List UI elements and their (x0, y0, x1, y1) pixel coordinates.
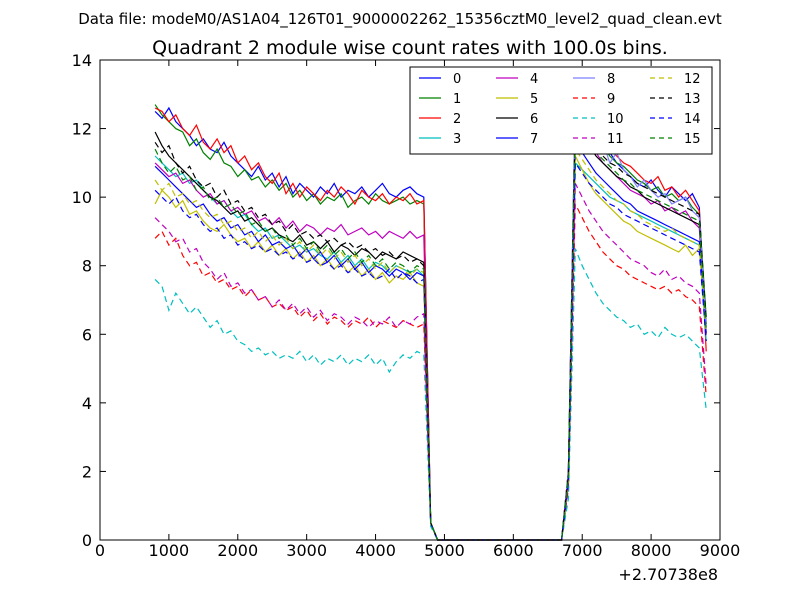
series-line-10 (154, 248, 707, 541)
x-tick-label: 6000 (493, 541, 534, 560)
y-tick-label: 0 (82, 531, 92, 550)
chart-title: Quadrant 2 module wise count rates with … (152, 37, 668, 59)
legend-label-14: 14 (684, 112, 701, 127)
x-tick-label: 0 (95, 541, 105, 560)
series-line-4 (154, 120, 707, 541)
legend-label-12: 12 (684, 72, 701, 87)
legend-box (409, 66, 713, 155)
legend-label-15: 15 (684, 132, 701, 147)
legend-label-13: 13 (684, 92, 701, 107)
series-line-6 (154, 127, 707, 541)
chart-suptitle: Data file: modeM0/AS1A04_126T01_90000022… (78, 10, 722, 29)
y-tick-label: 12 (72, 120, 92, 139)
axis-ticks: 0 1000 2000 3000 4000 5000 6000 7000 8000 9000 0 2 4… (72, 51, 741, 560)
legend-label-2: 2 (453, 112, 461, 127)
x-tick-label: 9000 (700, 541, 741, 560)
y-tick-label: 4 (82, 394, 92, 413)
x-tick-label: 2000 (217, 541, 258, 560)
x-tick-label: 7000 (562, 541, 603, 560)
legend-label-0: 0 (453, 72, 461, 87)
legend-label-9: 9 (607, 92, 615, 107)
y-tick-label: 10 (72, 188, 92, 207)
y-tick-label: 8 (82, 257, 92, 276)
series-line-5 (154, 155, 707, 541)
series-line-3 (154, 155, 707, 541)
legend-label-11: 11 (607, 132, 624, 147)
x-tick-label: 4000 (355, 541, 396, 560)
series-line-9 (154, 203, 707, 541)
x-tick-label: 3000 (286, 541, 327, 560)
x-tick-label: 5000 (424, 541, 465, 560)
series-line-15 (154, 119, 707, 541)
y-tick-label: 14 (72, 51, 92, 70)
series-line-7 (154, 140, 707, 541)
legend-label-5: 5 (530, 92, 538, 107)
series-line-11 (154, 183, 707, 541)
legend-label-10: 10 (607, 112, 624, 127)
legend-label-7: 7 (530, 132, 538, 147)
x-tick-label: 1000 (149, 541, 190, 560)
legend-label-3: 3 (453, 132, 461, 147)
legend-label-6: 6 (530, 112, 538, 127)
plot-frame (99, 59, 721, 541)
x-tick-label: 8000 (631, 541, 672, 560)
series-line-14 (154, 161, 707, 541)
legend-label-1: 1 (453, 92, 461, 107)
legend-label-8: 8 (607, 72, 615, 87)
plot-lines (154, 75, 707, 541)
x-offset-label: +2.70738e8 (618, 565, 718, 584)
y-tick-label: 2 (82, 462, 92, 481)
legend-label-4: 4 (530, 72, 538, 87)
y-tick-label: 6 (82, 325, 92, 344)
series-line-13 (154, 112, 707, 541)
